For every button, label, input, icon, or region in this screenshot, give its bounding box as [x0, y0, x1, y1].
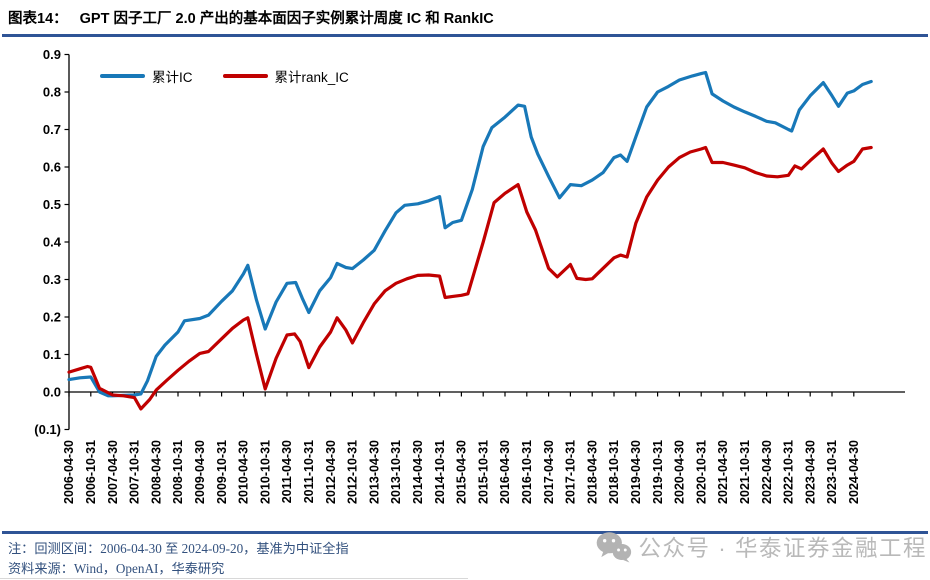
- x-tick-label: 2021-04-30: [716, 440, 730, 504]
- x-tick-label: 2015-04-30: [455, 440, 469, 504]
- y-tick-label: 0.5: [43, 197, 61, 212]
- y-tick-label: 0.0: [43, 385, 61, 400]
- y-tick-label: 0.7: [43, 122, 61, 137]
- x-tick-label: 2014-04-30: [411, 440, 425, 504]
- legend-item-ic: 累计IC: [100, 66, 193, 86]
- x-tick-label: 2013-10-31: [389, 440, 403, 504]
- page-bottom-hairline: [0, 578, 468, 579]
- y-tick-label: 0.2: [43, 310, 61, 325]
- y-tick-label: (0.1): [34, 422, 61, 437]
- y-tick-label: 0.9: [43, 47, 61, 62]
- figure-title: GPT 因子工厂 2.0 产出的基本面因子实例累计周度 IC 和 RankIC: [79, 11, 494, 27]
- rank-ic-line-swatch: [222, 74, 268, 78]
- x-tick-label: 2020-04-30: [673, 440, 687, 504]
- legend-label-rank-ic: 累计rank_IC: [274, 70, 349, 85]
- x-tick-label: 2022-10-31: [782, 440, 796, 504]
- rank-ic-line: [67, 145, 873, 411]
- x-tick-label: 2024-04-30: [847, 440, 861, 504]
- x-tick-label: 2008-04-30: [149, 440, 163, 504]
- x-tick-label: 2006-04-30: [62, 440, 76, 504]
- header-rule: [2, 34, 928, 37]
- figure-title-bar: 图表14： GPT 因子工厂 2.0 产出的基本面因子实例累计周度 IC 和 Ra…: [8, 7, 922, 28]
- ic-line-swatch: [100, 74, 145, 78]
- x-tick-label: 2022-04-30: [760, 440, 774, 504]
- x-tick-label: 2014-10-31: [433, 440, 447, 504]
- chart-svg: 0.90.80.70.60.50.40.30.20.10.0(0.1)2006-…: [34, 47, 905, 504]
- y-tick-label: 0.4: [43, 235, 62, 250]
- x-tick-label: 2018-10-31: [607, 440, 621, 504]
- x-tick-label: 2023-10-31: [825, 440, 839, 504]
- x-tick-label: 2021-10-31: [738, 440, 752, 504]
- y-tick-label: 0.1: [43, 347, 61, 362]
- x-tick-label: 2009-10-31: [215, 440, 229, 504]
- x-tick-label: 2020-10-31: [694, 440, 708, 504]
- x-tick-label: 2010-04-30: [237, 440, 251, 504]
- watermark-text: 公众号 · 华泰证券金融工程: [638, 536, 927, 561]
- x-tick-label: 2013-04-30: [367, 440, 381, 504]
- x-tick-label: 2015-10-31: [476, 440, 490, 504]
- x-tick-label: 2011-04-30: [280, 440, 294, 503]
- x-tick-label: 2017-04-30: [542, 440, 556, 504]
- x-tick-label: 2011-10-31: [302, 440, 316, 503]
- y-tick-label: 0.8: [43, 85, 61, 100]
- ic-line: [67, 70, 873, 398]
- x-tick-label: 2019-04-30: [629, 440, 643, 504]
- x-tick-label: 2010-10-31: [258, 440, 272, 504]
- x-tick-label: 2023-04-30: [803, 440, 817, 504]
- legend-item-rank-ic: 累计rank_IC: [222, 66, 349, 86]
- x-tick-label: 2007-04-30: [106, 440, 120, 504]
- x-tick-label: 2007-10-31: [128, 440, 142, 504]
- x-tick-label: 2012-04-30: [324, 440, 338, 504]
- y-tick-label: 0.6: [43, 160, 61, 175]
- x-tick-label: 2016-04-30: [498, 440, 512, 504]
- figure-number-label: 图表14：: [8, 11, 68, 27]
- x-tick-label: 2006-10-31: [84, 440, 98, 504]
- x-tick-label: 2008-10-31: [171, 440, 185, 504]
- x-tick-label: 2018-04-30: [585, 440, 599, 504]
- chart-legend: 累计IC 累计rank_IC: [100, 66, 349, 86]
- x-tick-label: 2016-10-31: [520, 440, 534, 504]
- x-tick-label: 2012-10-31: [346, 440, 360, 504]
- source-note: 资料来源：Wind，OpenAI，华泰研究: [8, 561, 225, 576]
- backtest-note: 注：回测区间：2006-04-30 至 2024-09-20，基准为中证全指: [8, 541, 349, 556]
- x-tick-label: 2019-10-31: [651, 440, 665, 504]
- legend-label-ic: 累计IC: [152, 70, 193, 85]
- wechat-icon: [596, 532, 631, 563]
- x-tick-label: 2009-04-30: [193, 440, 207, 504]
- footer-rule: [2, 531, 928, 534]
- x-tick-label: 2017-10-31: [564, 440, 578, 504]
- watermark: 公众号 · 华泰证券金融工程: [595, 531, 928, 563]
- y-tick-label: 0.3: [43, 272, 61, 287]
